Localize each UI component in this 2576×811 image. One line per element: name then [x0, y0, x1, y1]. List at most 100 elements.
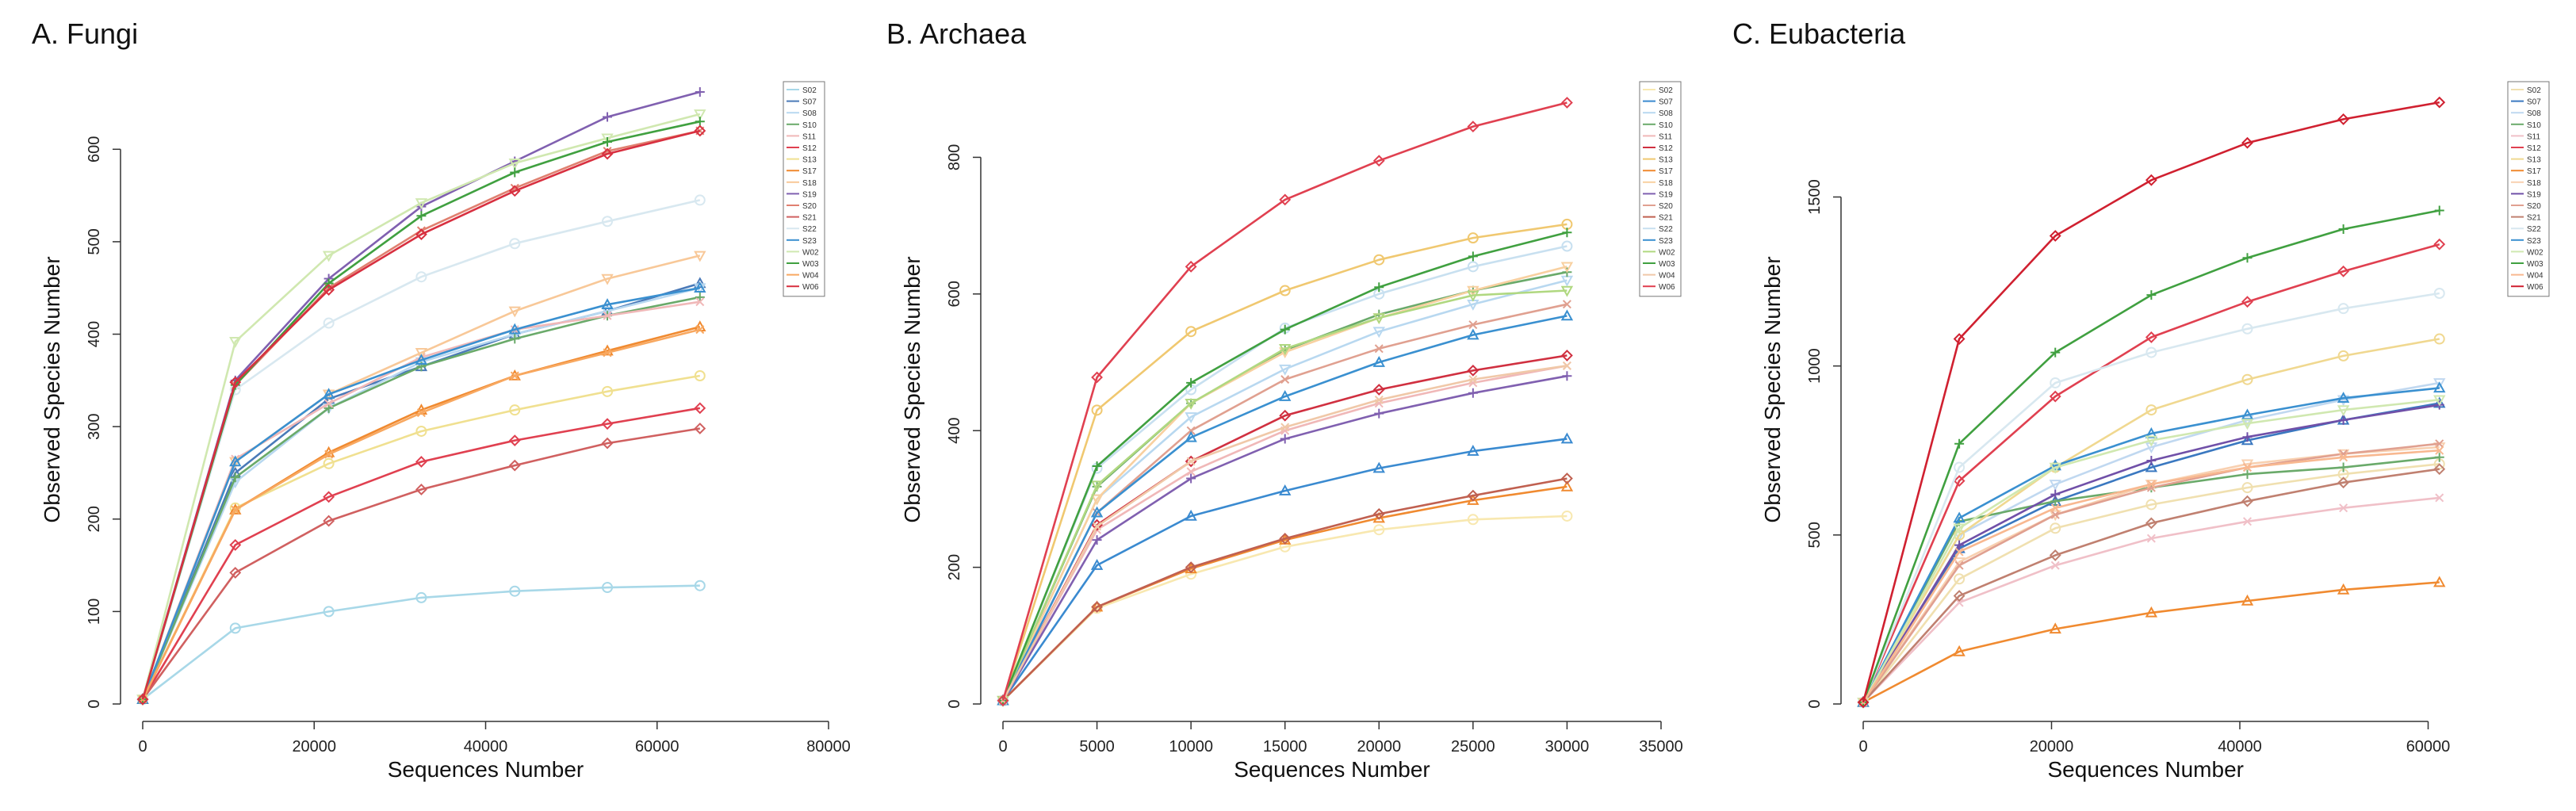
series-S07 — [997, 432, 1574, 706]
data-point-W04 — [2050, 503, 2060, 513]
data-point-W04 — [324, 449, 334, 459]
panel-fungi: A. Fungi Sequences Number Observed Speci… — [32, 17, 851, 782]
data-point-S21 — [694, 423, 706, 434]
data-point-S19 — [2338, 415, 2348, 425]
data-point-S17 — [2433, 576, 2446, 587]
data-point-S11 — [2146, 534, 2156, 543]
series-S21 — [1857, 463, 2446, 709]
data-point-S22 — [1561, 240, 1573, 252]
series-line-S12 — [1001, 354, 1567, 702]
data-point-S23 — [1560, 309, 1574, 321]
series-S21 — [136, 423, 706, 706]
legend-label: S08 — [802, 109, 817, 118]
legend-item: W03 — [2511, 260, 2543, 269]
data-point-S10 — [510, 334, 520, 344]
data-point-W03 — [2050, 347, 2061, 358]
data-point-W02 — [694, 109, 706, 121]
legend-item: S08 — [787, 109, 817, 118]
data-point-S19 — [695, 86, 705, 97]
plot-area — [136, 86, 706, 706]
data-point-W02 — [1372, 313, 1385, 325]
legend-label: S22 — [1659, 225, 1673, 234]
legend-item: W02 — [787, 248, 819, 257]
data-point-S19 — [1092, 535, 1102, 545]
data-point-W04 — [2435, 446, 2444, 455]
legend-item: S07 — [787, 98, 817, 107]
data-point-S13 — [415, 425, 427, 437]
data-point-S08 — [601, 306, 614, 318]
legend-label: S20 — [2527, 202, 2541, 211]
plot-area — [997, 97, 1574, 707]
legend-item: S22 — [2511, 225, 2541, 234]
panel-title-archaea: B. Archaea — [886, 17, 1027, 50]
legend-label: S07 — [2527, 98, 2541, 107]
legend-item: S19 — [787, 190, 817, 199]
legend-label: W02 — [2527, 248, 2543, 257]
data-point-S12 — [415, 456, 427, 468]
data-point-S13 — [1279, 285, 1291, 296]
y-axis-label-archaea: Observed Species Number — [900, 256, 924, 522]
legend-item: S18 — [1643, 179, 1673, 188]
data-point-S17 — [1953, 645, 1965, 656]
data-point-S19 — [1186, 473, 1196, 484]
data-point-S21 — [323, 515, 335, 527]
x-tick-label: 30000 — [1545, 738, 1590, 756]
data-point-S12 — [2337, 265, 2350, 277]
data-point-W06 — [1561, 97, 1573, 109]
data-point-S13 — [602, 385, 614, 397]
legend-item: S17 — [1643, 167, 1673, 176]
data-point-S12 — [1953, 475, 1965, 488]
data-point-S22 — [1954, 461, 1965, 473]
data-point-S22 — [2433, 287, 2445, 299]
data-point-S11 — [2050, 560, 2060, 570]
data-point-W03 — [1954, 438, 1965, 449]
data-point-W06 — [229, 376, 242, 388]
data-point-S19 — [1468, 388, 1478, 398]
data-point-S17 — [2049, 622, 2061, 634]
data-point-W03 — [2242, 253, 2253, 263]
legend-item: S11 — [2511, 132, 2540, 141]
data-point-S19 — [1562, 371, 1572, 381]
data-point-W06 — [2049, 230, 2061, 242]
x-axis-label-archaea: Sequences Number — [1234, 757, 1430, 782]
data-point-W02 — [2049, 462, 2061, 474]
panel-archaea: B. Archaea Sequences Number Observed Spe… — [886, 17, 1683, 782]
data-point-S23 — [694, 281, 706, 293]
data-point-S02 — [1561, 510, 1573, 522]
x-tick-label: 20000 — [1357, 738, 1401, 756]
data-point-S12 — [2433, 238, 2446, 251]
data-point-S08 — [2049, 480, 2061, 491]
data-point-W03 — [1186, 377, 1196, 388]
data-point-S10 — [695, 292, 705, 302]
legend-item: S21 — [2511, 214, 2541, 223]
data-point-S07 — [1372, 461, 1385, 473]
legend-label: W06 — [1659, 283, 1675, 292]
legend-label: S08 — [2527, 109, 2541, 118]
data-point-S08 — [2145, 442, 2158, 454]
legend-label: S19 — [802, 190, 817, 199]
data-point-S02 — [2050, 522, 2061, 534]
data-point-S07 — [1090, 558, 1104, 570]
data-point-S21 — [1372, 507, 1385, 520]
legend-label: S18 — [1659, 179, 1673, 188]
data-point-S11 — [2242, 517, 2253, 526]
data-point-S12 — [229, 539, 242, 551]
legend-item: S18 — [787, 179, 817, 188]
data-point-S23 — [2145, 427, 2158, 438]
legend-item: W03 — [787, 260, 819, 269]
data-point-S21 — [1561, 472, 1573, 484]
legend-label: S02 — [1659, 86, 1673, 95]
data-point-W04 — [1562, 361, 1571, 370]
legend-item: S23 — [2511, 237, 2541, 246]
data-point-W03 — [510, 167, 520, 178]
series-W06 — [1857, 96, 2446, 709]
legend-label: S22 — [2527, 225, 2541, 234]
legend-box — [783, 81, 825, 297]
legend: S02 S07 S08 S10 S11 S12 S13 S17 S18 S19 S20 S21 S22 S… — [2507, 81, 2550, 297]
legend-item: S20 — [2511, 202, 2541, 211]
legend: S02 S07 S08 S10 S11 S12 S13 S17 S18 S19 S20 S21 S22 S… — [1639, 81, 1682, 297]
data-point-S20 — [1374, 344, 1384, 354]
x-axis-label-fungi: Sequences Number — [388, 757, 584, 782]
data-point-S02 — [2145, 499, 2157, 511]
